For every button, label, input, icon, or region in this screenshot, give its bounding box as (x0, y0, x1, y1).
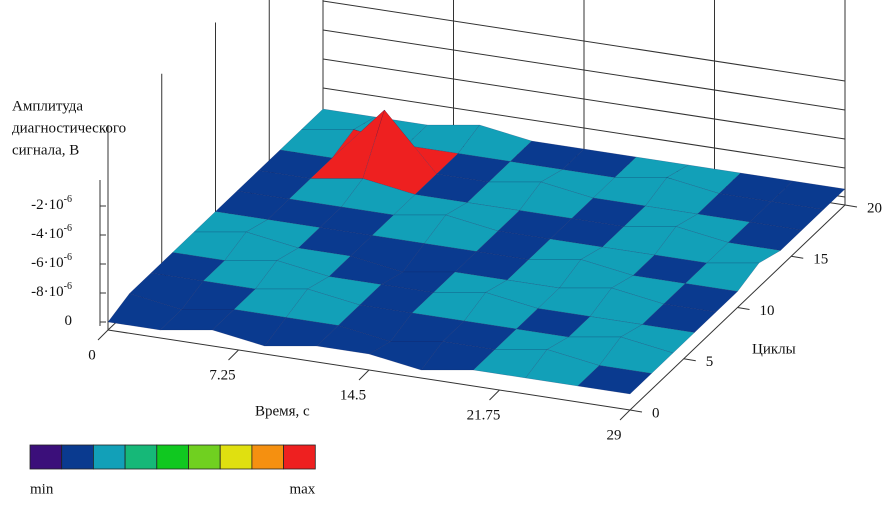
y-tick-label: 0 (652, 405, 660, 421)
x-tick-label: 14.5 (340, 387, 366, 403)
z-tick-label: -8·10-6 (31, 281, 72, 300)
y-tick (683, 358, 696, 362)
y-tick (629, 409, 643, 413)
colorbar-max: max (289, 481, 315, 497)
y-tick-label: 15 (813, 252, 828, 268)
surface-cell (577, 365, 653, 395)
z-tick-exp: -6 (64, 281, 72, 292)
z-tick-label: -4·10-6 (31, 223, 72, 242)
z-axis-title: сигнала, В (12, 142, 79, 158)
x-tick (489, 389, 500, 401)
colorbar-min: min (30, 481, 54, 497)
z-tick-label: -6·10-6 (31, 252, 72, 271)
colorbar-swatch (251, 444, 284, 470)
y-tick-label: 10 (760, 303, 775, 319)
colorbar-swatch (61, 444, 94, 470)
y-axis-title: Циклы (752, 341, 796, 357)
surface-cell (749, 201, 825, 231)
surface-cell (727, 221, 803, 251)
colorbar-swatch (188, 444, 221, 470)
x-tick (228, 349, 239, 361)
z-axis-title: диагностического (12, 120, 126, 136)
colorbar-swatch (219, 444, 253, 470)
z-tick-base: -2·10 (31, 197, 64, 213)
colorbar-swatch (29, 444, 63, 470)
x-tick-label: 7.25 (209, 367, 235, 383)
y-tick-label: 20 (867, 200, 882, 216)
x-tick (97, 329, 109, 341)
z-tick-exp: -6 (64, 194, 72, 205)
z-axis-title: Амплитуда (12, 98, 83, 114)
grid-line (322, 0, 846, 82)
colorbar-swatch (283, 444, 316, 470)
colorbar-swatch (93, 444, 126, 470)
surface (107, 108, 846, 395)
x-tick (619, 409, 631, 421)
axes-box (97, 0, 858, 421)
x-axis-title: Время, с (255, 403, 310, 419)
z-tick-exp: -6 (64, 252, 72, 263)
z-tick-base: -6·10 (31, 255, 64, 271)
z-tick-base: -8·10 (31, 284, 64, 300)
z-tick-exp: -6 (64, 223, 72, 234)
z-tick-base: 0 (65, 313, 73, 329)
x-tick-label: 29 (607, 427, 622, 443)
x-tick-label: 21.75 (467, 407, 501, 423)
surface-cell (620, 324, 696, 354)
grid-line (322, 87, 846, 169)
grid-line (322, 58, 846, 140)
surface-cell (770, 180, 846, 210)
y-tick (844, 204, 858, 208)
grid-line (322, 29, 846, 111)
colorbar-swatch (124, 444, 158, 470)
z-tick-label: -2·10-6 (31, 194, 72, 213)
y-tick (737, 307, 750, 310)
y-tick-label: 5 (706, 354, 714, 370)
z-tick-base: -4·10 (31, 226, 64, 242)
x-tick (358, 369, 370, 381)
x-tick-label: 0 (88, 347, 96, 363)
colorbar-swatch (156, 444, 189, 470)
y-tick (791, 255, 804, 259)
z-tick-label: 0 (65, 313, 73, 329)
